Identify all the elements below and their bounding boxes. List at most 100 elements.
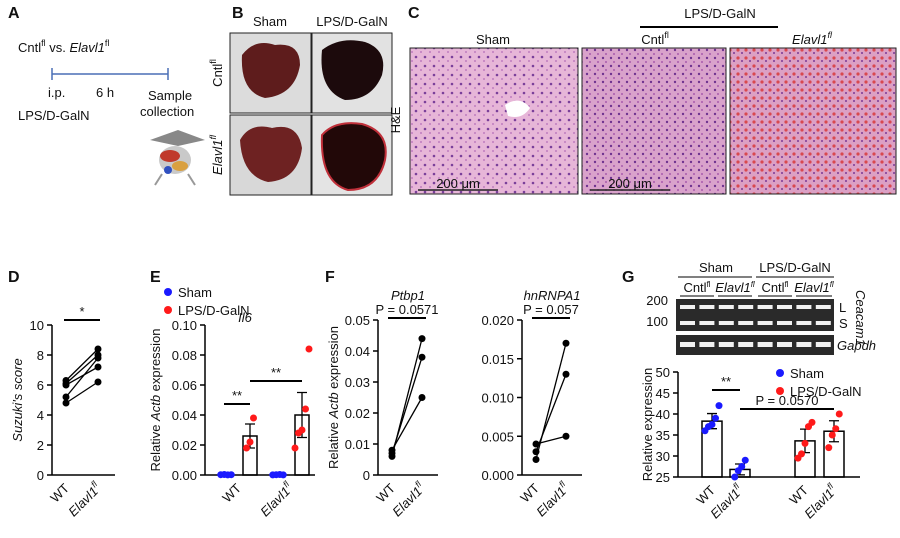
superscript: fl [825, 480, 836, 491]
lane-label: Elavl1fl [715, 280, 755, 295]
treatment: LPS/D-GalN [18, 108, 90, 123]
text-part: fl [785, 280, 789, 289]
x-tick-label: WT [517, 480, 542, 505]
band [796, 342, 812, 347]
histology [729, 47, 897, 195]
column-label: Elavl1fl [792, 30, 833, 47]
point [532, 448, 540, 456]
text-part: Elavl1 [69, 40, 104, 55]
time: 6 h [96, 85, 114, 100]
band [796, 321, 812, 325]
y-axis-label-part: expression [148, 328, 163, 394]
group-label: Sham [699, 260, 733, 275]
band [796, 305, 812, 309]
point [708, 421, 716, 428]
annotation: ** [271, 365, 281, 380]
legend-marker [164, 288, 172, 296]
point [418, 353, 426, 361]
y-tick-label: 30 [656, 449, 670, 464]
y-axis-label-part: Actb [148, 395, 163, 422]
pair-line [535, 374, 567, 452]
x-tick-label: WT [219, 480, 244, 505]
band [738, 342, 754, 347]
band [757, 305, 773, 309]
pair-line [391, 397, 423, 451]
superscript: fl [89, 478, 100, 489]
band [699, 321, 715, 325]
point [741, 456, 749, 464]
panel-label: G [622, 269, 634, 286]
band [738, 321, 754, 325]
liver [320, 122, 387, 192]
y-tick-label: 25 [656, 470, 670, 485]
y-axis-label-part: expression [326, 326, 341, 392]
lane-label: Cntlfl [683, 280, 710, 295]
text-part: fl [707, 280, 711, 289]
design-title: Cntlfl vs. Elavl1fl [18, 38, 109, 55]
point [715, 402, 723, 410]
scale-label: 200 μm [436, 176, 480, 191]
y-axis-label-part: Actb [326, 392, 341, 419]
column-label: LPS/D-GalN [316, 14, 388, 29]
point [825, 444, 833, 452]
y-tick-label: 0.015 [481, 352, 514, 367]
text-part: Elavl1 [715, 280, 750, 295]
point [291, 444, 299, 452]
band [699, 342, 715, 347]
category: WT [517, 480, 542, 505]
y-tick-label: 40 [656, 407, 670, 422]
gel [676, 299, 834, 331]
annotation: * [79, 304, 84, 319]
y-tick-label: 50 [656, 365, 670, 380]
superscript: fl [557, 478, 568, 489]
band [718, 342, 734, 347]
point [801, 439, 809, 447]
annotation: ** [721, 374, 731, 389]
text-part: Cntl [210, 64, 225, 87]
text-part: Cntl [641, 32, 664, 47]
point [418, 394, 426, 401]
y-tick-label: 0.04 [172, 408, 197, 423]
histology [581, 47, 727, 195]
point [731, 473, 739, 481]
band-label: L [839, 300, 846, 315]
liver [240, 126, 302, 182]
point [250, 414, 257, 422]
y-tick-label: 10 [30, 318, 44, 333]
point [798, 450, 805, 458]
panel-label: E [150, 269, 161, 286]
band [680, 321, 695, 325]
gel-bands [680, 305, 831, 347]
y-tick-label: 0.020 [481, 313, 514, 328]
lane-label: Cntlfl [761, 280, 788, 295]
liver [321, 40, 384, 100]
y-tick-label: 6 [37, 378, 44, 393]
text-part: Elavl1 [794, 280, 829, 295]
legend-marker [776, 387, 784, 395]
pair-line [65, 354, 99, 384]
point [532, 456, 540, 463]
y-tick-label: 45 [656, 386, 670, 401]
point [62, 399, 70, 407]
y-tick-label: 0.03 [345, 375, 370, 390]
y-tick-label: 0.10 [172, 318, 197, 333]
text-part: fl [664, 30, 669, 40]
column-label: Cntlfl [641, 30, 669, 47]
marker-label: 100 [646, 314, 668, 329]
gel [676, 335, 834, 355]
x-tick-label: Elavl1fl [64, 478, 105, 519]
marker-label: 200 [646, 293, 668, 308]
shape [164, 166, 172, 174]
y-axis-label-part: Relative [326, 418, 341, 469]
text-part: fl [208, 59, 218, 64]
injection: i.p. [48, 85, 65, 100]
band [680, 342, 695, 347]
group-label: LPS/D-GalN [759, 260, 831, 275]
legend-marker [776, 369, 784, 377]
column-label: Sham [476, 32, 510, 47]
y-axis-label: Relative Actb expression [148, 328, 163, 471]
annotation: P = 0.0571 [375, 302, 438, 317]
text-part: fl [827, 30, 833, 40]
text-part: Cntl [761, 280, 784, 295]
